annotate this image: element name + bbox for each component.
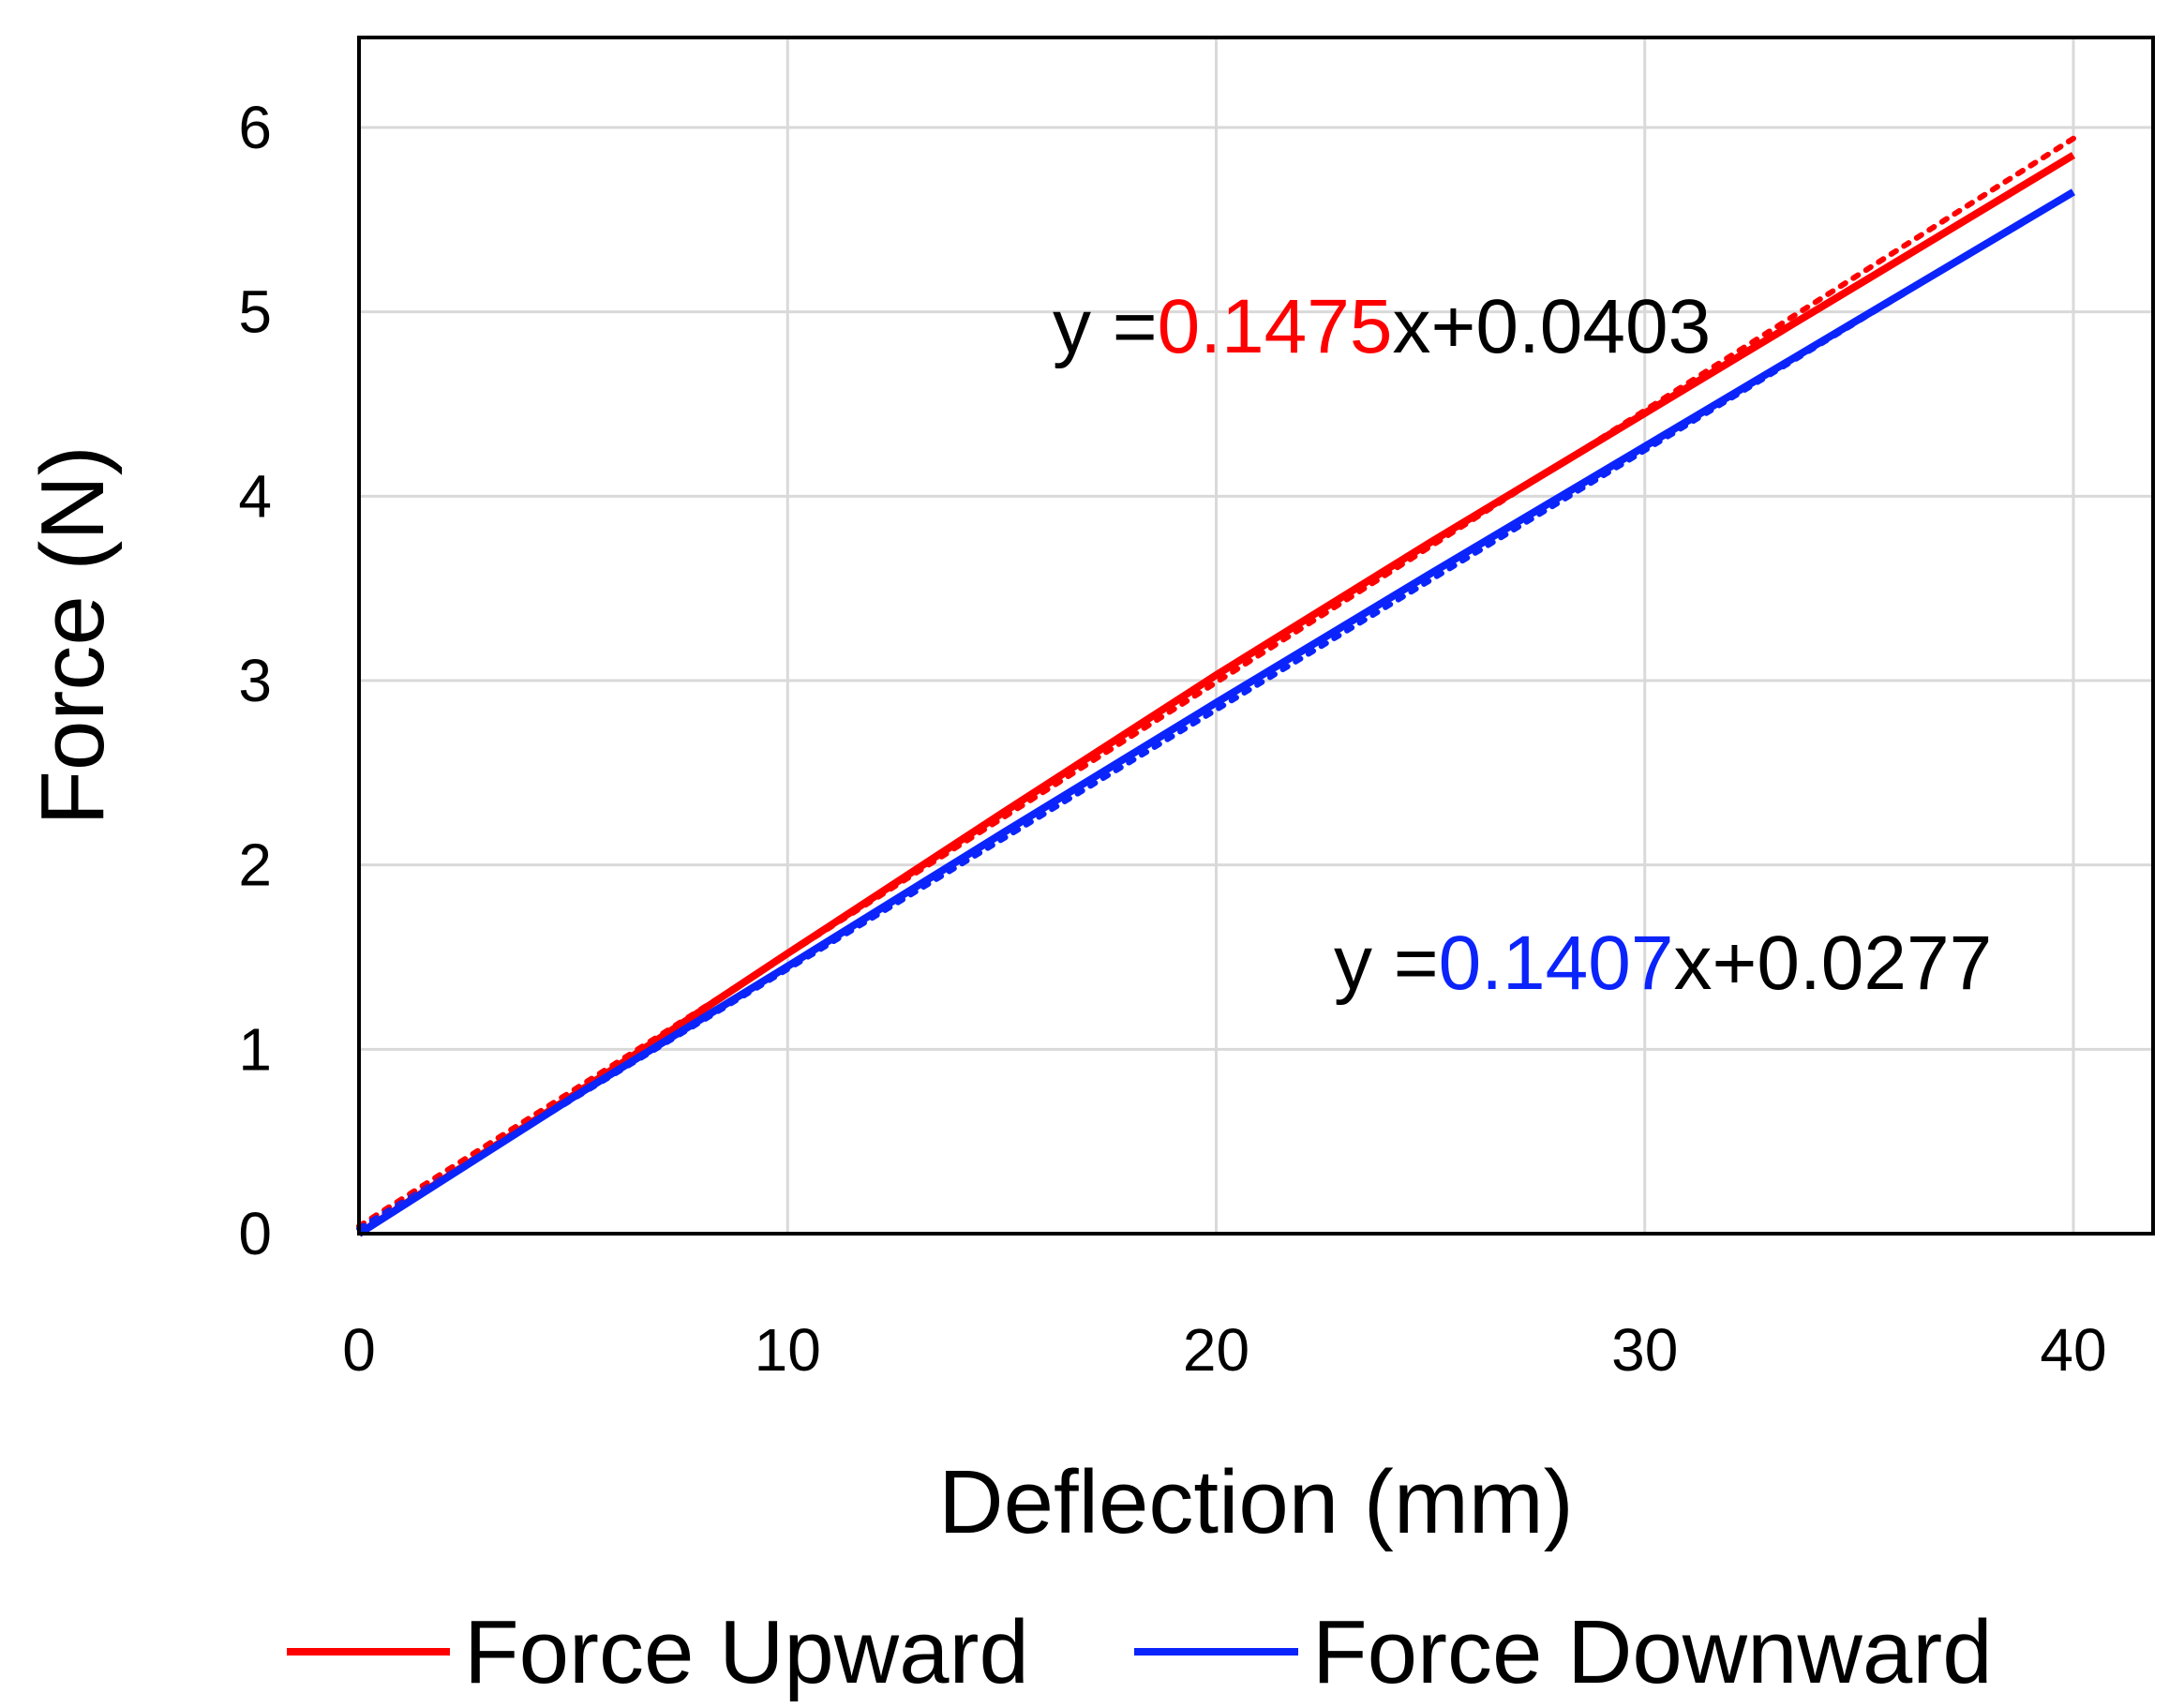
y-tick-label-1: 1 — [238, 1015, 272, 1083]
equation-downward-prefix: y = — [1334, 921, 1439, 1006]
y-tick-label-0: 0 — [238, 1200, 272, 1267]
x-tick-label-10: 10 — [755, 1316, 821, 1384]
x-axis-tick-labels: 0 10 20 30 40 — [342, 1316, 2106, 1384]
equation-upward-suffix: x+0.0403 — [1392, 284, 1711, 369]
x-tick-label-0: 0 — [342, 1316, 376, 1384]
y-tick-label-6: 6 — [238, 94, 272, 161]
y-tick-label-3: 3 — [238, 647, 272, 714]
equation-upward-prefix: y = — [1053, 284, 1158, 369]
series-line-force-downward — [356, 188, 2076, 1237]
y-tick-label-4: 4 — [238, 462, 272, 530]
y-axis-tick-labels: 0 1 2 3 4 5 6 — [238, 94, 272, 1267]
x-tick-label-40: 40 — [2040, 1316, 2106, 1384]
y-tick-label-5: 5 — [238, 278, 272, 346]
series-lines — [356, 152, 2076, 1237]
equation-upward-slope: 0.1475 — [1158, 284, 1393, 369]
legend-label-upward: Force Upward — [464, 1602, 1029, 1702]
y-tick-label-2: 2 — [238, 832, 272, 899]
equation-upward: y =0.1475x+0.0403 — [1053, 284, 1711, 369]
x-tick-label-30: 30 — [1611, 1316, 1678, 1384]
equation-downward-slope: 0.1407 — [1439, 921, 1674, 1006]
legend: Force Upward Force Downward — [287, 1602, 1993, 1702]
legend-label-downward: Force Downward — [1312, 1602, 1993, 1702]
y-axis-title: Force (N) — [22, 445, 123, 825]
equation-downward-suffix: x+0.0277 — [1673, 921, 1992, 1006]
series-line-force-upward — [356, 152, 2076, 1237]
plot-area-border — [357, 36, 2155, 1236]
equation-downward: y =0.1407x+0.0277 — [1334, 921, 1992, 1006]
trendline-upward — [356, 135, 2076, 1230]
x-tick-label-20: 20 — [1183, 1316, 1249, 1384]
x-axis-title: Deflection (mm) — [938, 1452, 1573, 1552]
